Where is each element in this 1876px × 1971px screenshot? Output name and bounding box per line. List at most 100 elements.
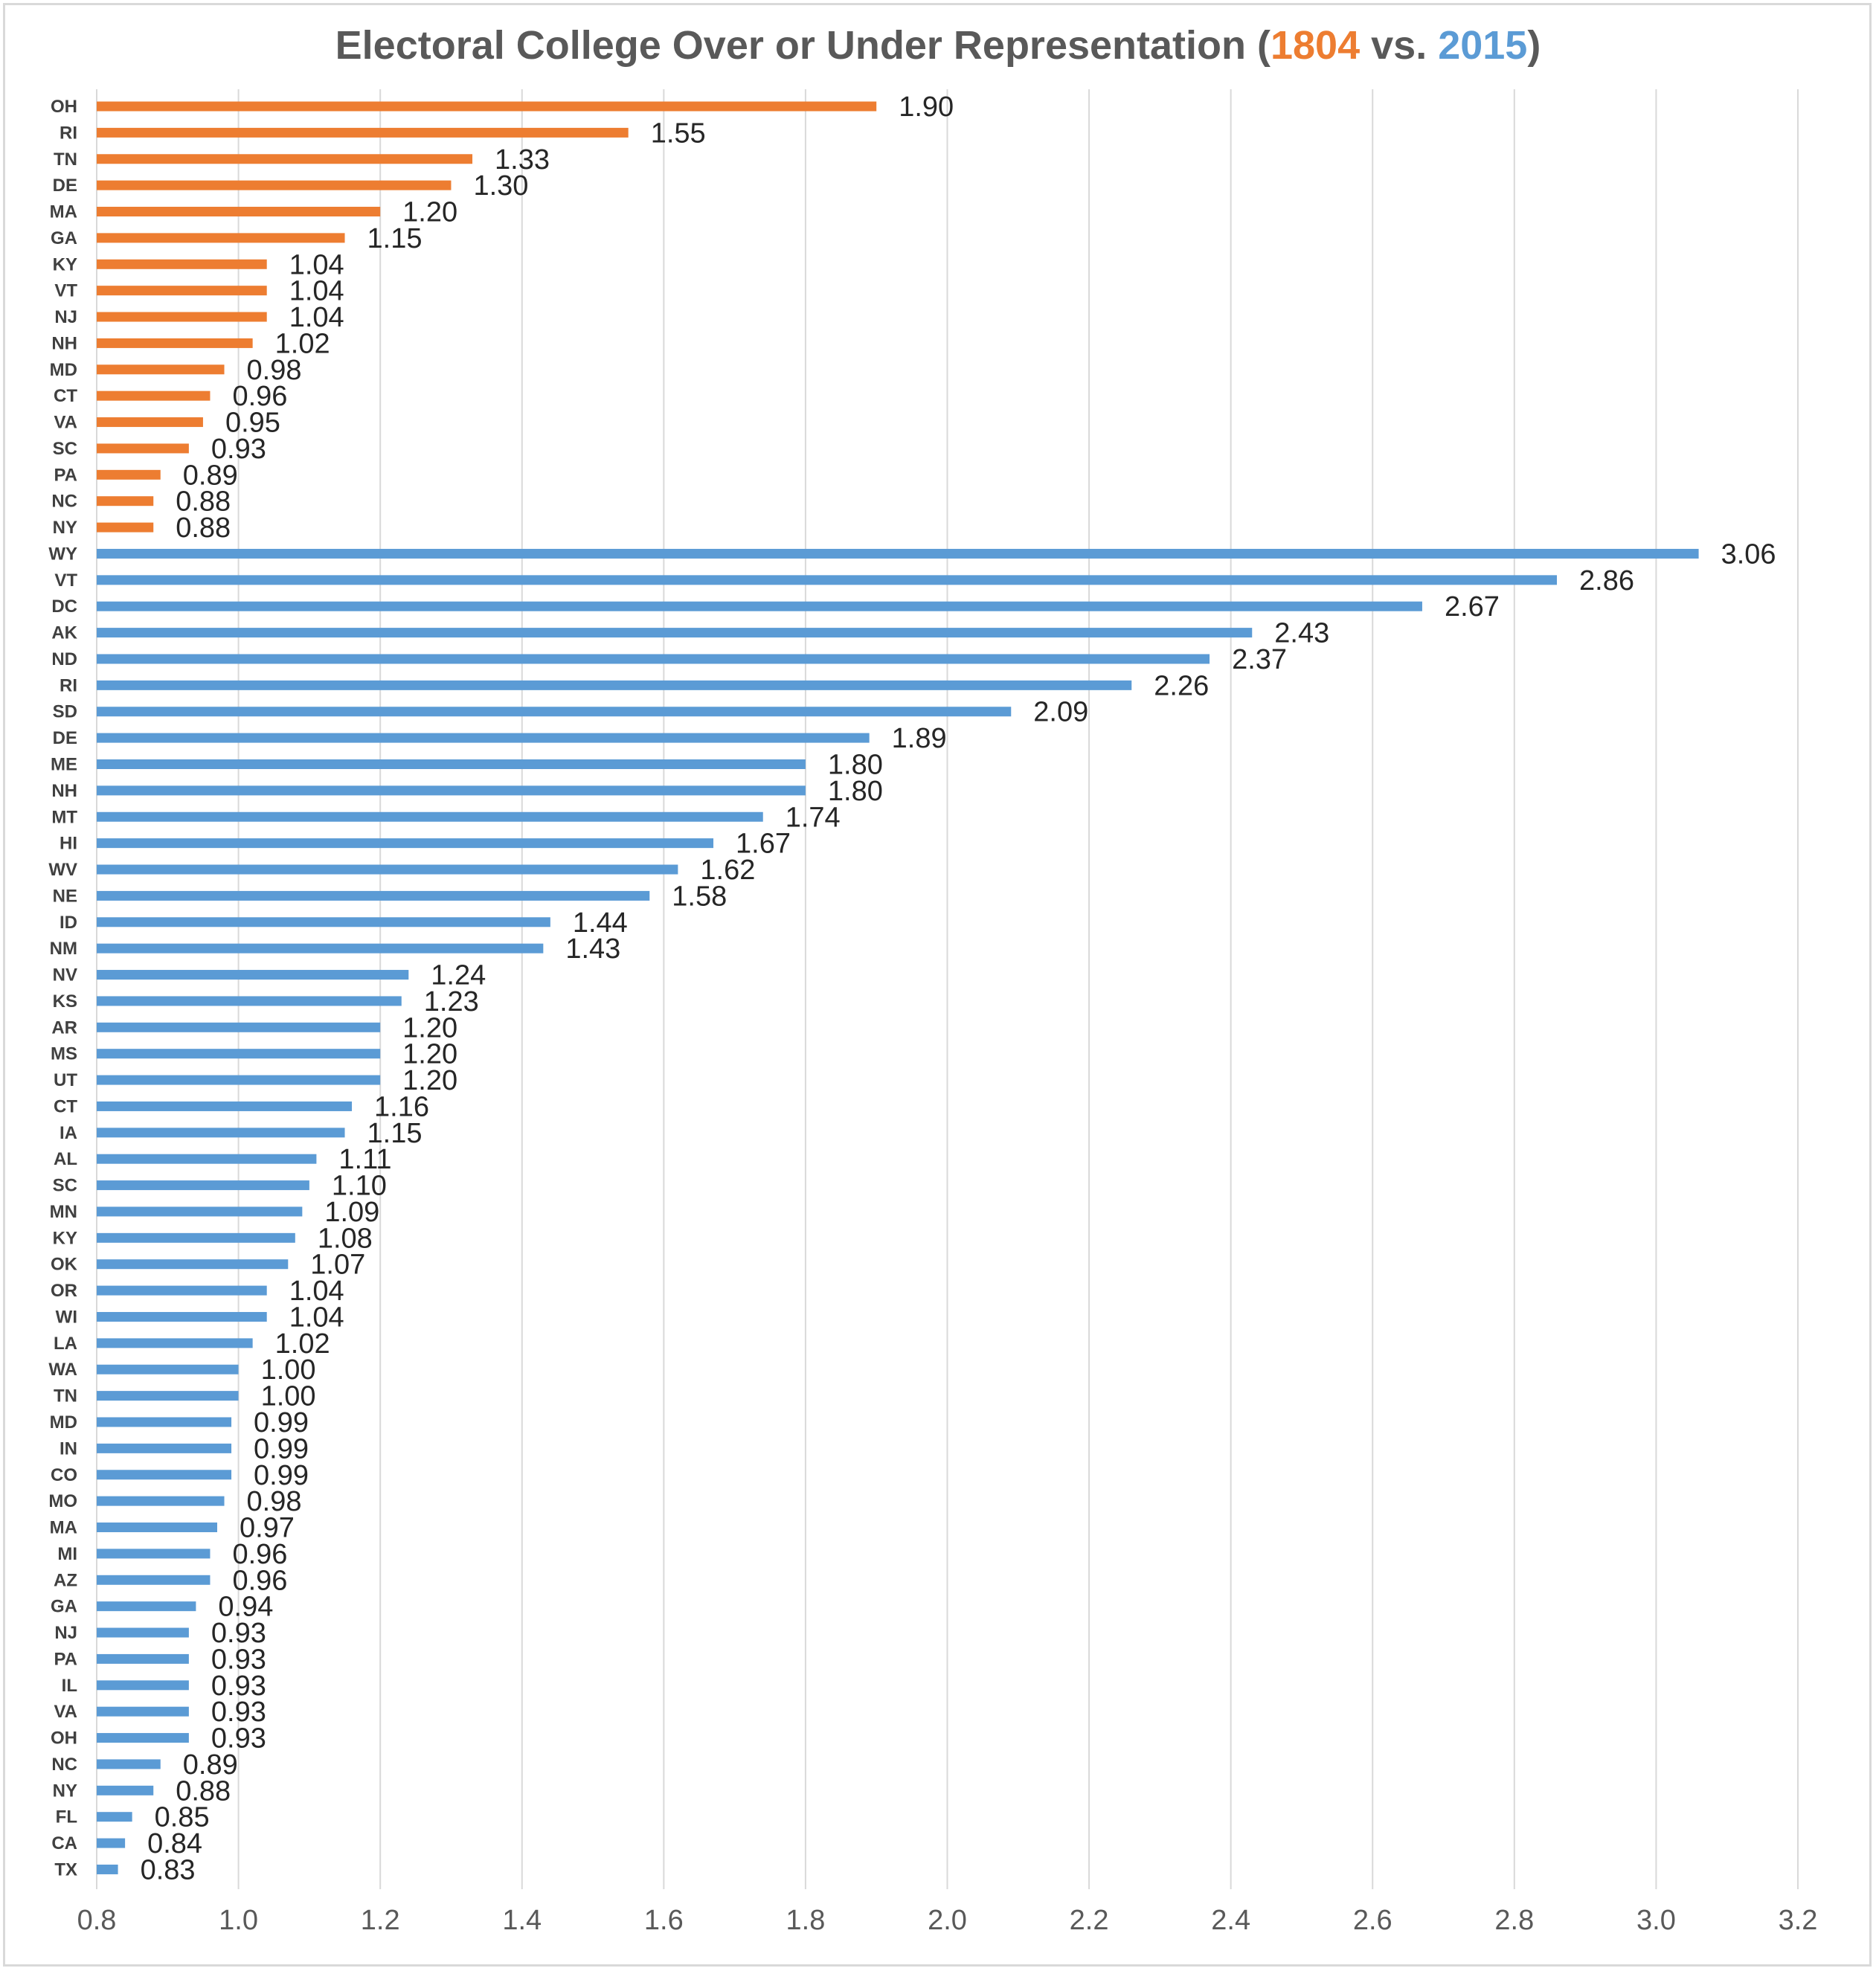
category-label: NC [51,492,77,512]
bar-2015-nv [97,970,409,980]
bar-2015-hi [97,838,714,849]
category-label: NE [53,886,77,906]
data-label: 0.97 [240,1513,295,1544]
data-label: 1.15 [367,1118,423,1149]
category-label: MN [50,1202,77,1222]
data-label: 1.67 [736,829,791,860]
data-label: 0.89 [183,1749,238,1781]
data-label: 0.93 [211,1644,266,1675]
bar-2015-oh [97,1733,189,1743]
bar-1804-md [97,364,225,375]
category-label: VT [54,281,77,301]
data-label: 1.20 [402,197,457,228]
category-label: DE [53,176,77,196]
bar-1804-nc [97,496,154,507]
data-label: 0.99 [254,1433,309,1464]
bar-2015-ri [97,680,1132,690]
category-label: AL [54,1149,77,1169]
category-label: NC [51,1755,77,1775]
data-label: 1.23 [424,986,479,1017]
data-label: 1.30 [473,170,528,202]
data-label: 1.20 [402,1065,457,1096]
bar-2015-mo [97,1496,225,1506]
category-label: OK [51,1255,78,1275]
bar-2015-wv [97,864,678,875]
bar-2015-al [97,1154,317,1164]
category-label: TX [54,1859,77,1880]
data-label: 0.96 [232,381,287,412]
data-label: 1.55 [651,118,706,149]
bar-2015-il [97,1680,189,1691]
bar-2015-ny [97,1785,154,1795]
category-label: GA [51,1597,77,1617]
x-tick-label: 1.4 [502,1905,542,1936]
data-label: 0.88 [176,1775,231,1807]
chart-frame [3,3,1872,1967]
category-label: TN [54,149,77,170]
chart-title-middle: vs. [1360,23,1439,68]
category-label: MA [50,1518,77,1538]
bar-1804-de [97,180,452,190]
category-label: NJ [54,307,77,327]
bar-2015-mn [97,1206,303,1217]
data-label: 0.96 [232,1565,287,1596]
category-label: MA [50,202,77,222]
bar-2015-nd [97,654,1210,664]
bar-2015-ia [97,1128,345,1138]
bar-2015-ut [97,1075,381,1085]
bar-1804-nj [97,312,267,322]
x-tick-label: 3.2 [1779,1905,1818,1936]
category-label: PA [54,1649,77,1669]
x-tick-label: 1.0 [219,1905,258,1936]
data-label: 1.80 [828,750,883,781]
category-label: OR [51,1281,77,1301]
category-label: KS [53,991,77,1012]
bar-2015-md [97,1417,232,1427]
data-label: 0.93 [211,1697,266,1728]
bar-1804-nh [97,338,253,348]
category-label: MT [51,807,77,827]
data-label: 1.33 [495,144,550,176]
data-label: 0.93 [211,1723,266,1755]
data-label: 2.37 [1232,644,1287,675]
bar-2015-de [97,733,870,743]
category-labels: OH RI TN DE MA GA KY VT NJ NH MD CT VA SC PA NC NY WY VT DC… [48,97,77,1880]
category-label: NY [53,1781,77,1801]
bar-1804-sc [97,443,189,454]
category-label: CO [51,1465,77,1485]
bar-2015-wy [97,548,1699,559]
chart-title-year-1804: 1804 [1270,23,1361,68]
bar-2015-sc [97,1180,309,1191]
bar-2015-wa [97,1364,239,1374]
category-label: PA [54,465,77,485]
category-label: CA [51,1833,77,1853]
bar-2015-ca [97,1838,126,1848]
value-labels: 1.901.551.331.301.201.151.041.041.041.02… [141,91,1776,1885]
data-label: 1.11 [338,1144,391,1175]
category-label: KY [53,254,77,274]
category-label: IA [60,1123,77,1143]
category-label: IN [60,1438,77,1459]
category-label: NY [53,518,77,538]
bar-1804-ga [97,233,345,243]
x-tick-label: 2.8 [1494,1905,1534,1936]
category-label: WV [48,860,77,880]
bar-1804-pa [97,469,161,480]
data-label: 1.89 [892,723,947,754]
data-label: 1.15 [367,223,423,254]
x-tick-label: 3.0 [1636,1905,1676,1936]
category-label: MD [50,360,77,380]
data-label: 1.74 [786,802,841,833]
bar-2015-pa [97,1653,189,1664]
bar-2015-dc [97,601,1422,611]
category-label: SD [53,702,77,722]
category-label: OH [51,1729,77,1749]
data-label: 0.88 [176,512,231,544]
category-label: AZ [54,1570,77,1590]
data-label: 0.83 [141,1854,196,1885]
category-label: AK [51,623,77,643]
bar-1804-ri [97,127,629,138]
data-label: 1.90 [899,91,954,123]
category-label: FL [56,1807,77,1827]
data-label: 0.84 [147,1828,202,1859]
